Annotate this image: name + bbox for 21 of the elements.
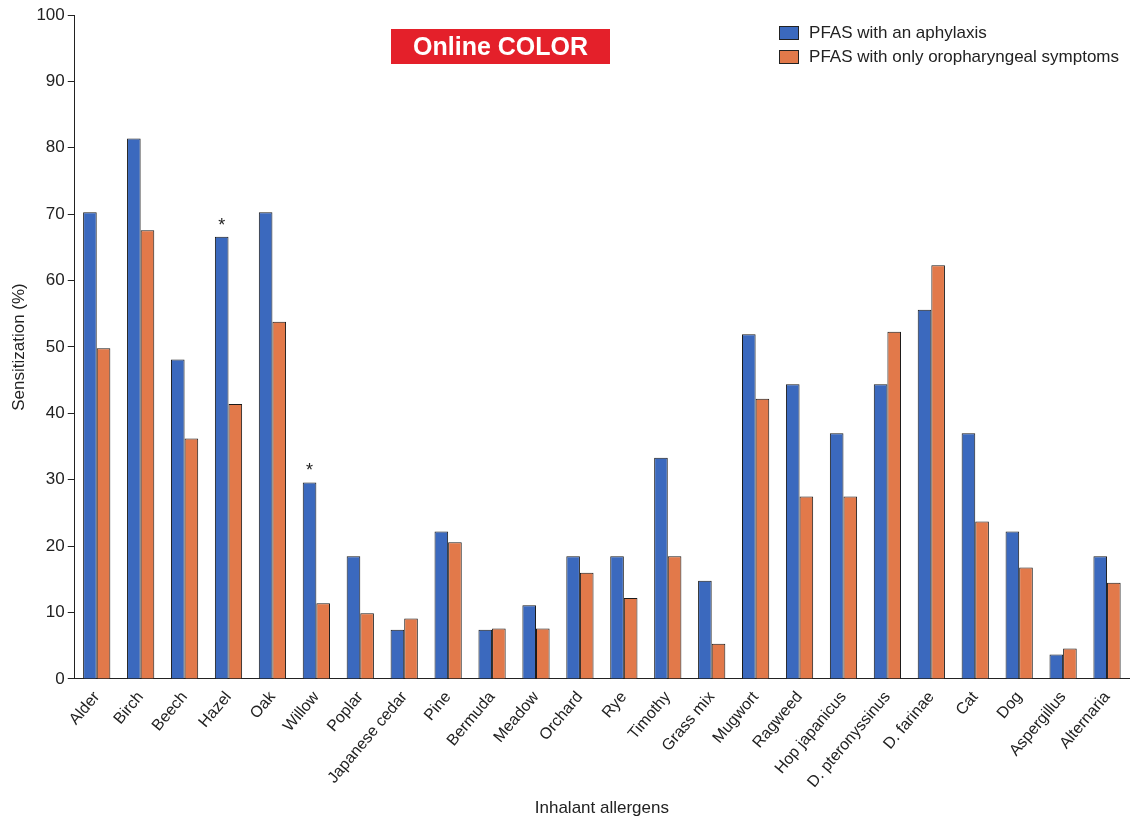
legend-label: PFAS with an aphylaxis xyxy=(809,23,987,43)
y-tick-label: 90 xyxy=(45,71,65,91)
y-tick-label: 40 xyxy=(45,403,65,423)
y-tick-label: 70 xyxy=(45,203,65,223)
x-tick-label: Cat xyxy=(951,687,982,718)
x-tick-label: Oak xyxy=(246,687,279,722)
y-tick-label: 80 xyxy=(45,137,65,157)
annotation: * xyxy=(218,214,226,235)
x-axis-title: Inhalant allergens xyxy=(534,798,669,818)
y-tick-label: 100 xyxy=(36,4,65,24)
annotation: Online COLOR xyxy=(391,29,611,64)
x-tick-label: Rye xyxy=(598,687,630,721)
legend-label: PFAS with only oropharyngeal symptoms xyxy=(809,47,1119,67)
y-tick-label: 60 xyxy=(45,270,65,290)
y-axis-title: Sensitization (%) xyxy=(8,283,28,411)
y-tick-label: 30 xyxy=(45,469,65,489)
y-tick-label: 50 xyxy=(45,336,65,356)
y-tick-label: 10 xyxy=(45,602,65,622)
annotation: * xyxy=(306,460,314,481)
y-tick-label: 0 xyxy=(55,668,65,688)
y-tick-label: 20 xyxy=(45,535,65,555)
